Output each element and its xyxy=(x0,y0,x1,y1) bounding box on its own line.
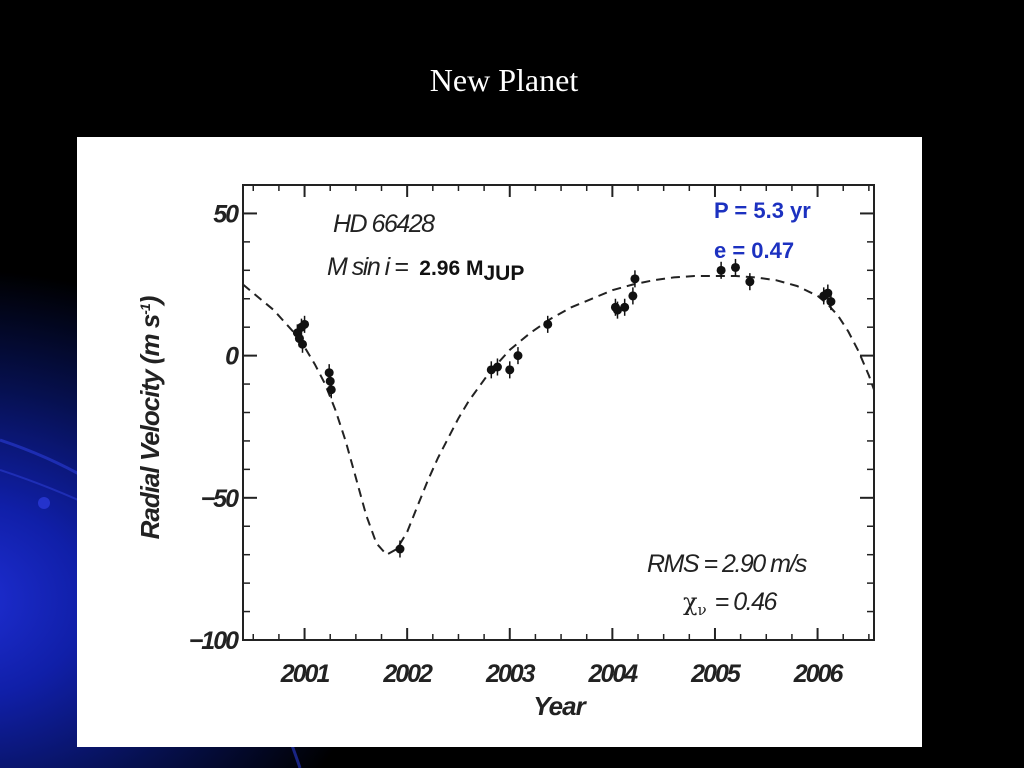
data-point xyxy=(630,274,640,284)
star-name-label: HD 66428 xyxy=(333,210,435,238)
y-tick-label: −50 xyxy=(201,485,240,513)
data-point xyxy=(395,544,405,554)
data-point xyxy=(620,302,630,312)
msini-label: M sin i = 2.96 MJUP xyxy=(327,253,524,285)
data-point xyxy=(505,365,515,375)
data-point xyxy=(492,362,502,372)
chart-panel: 2001 2002 2003 2004 2005 2006 50 0 −50 −100 Year … xyxy=(77,137,922,747)
x-tick-label: 2002 xyxy=(382,660,433,688)
x-tick-label: 2004 xyxy=(588,660,639,688)
x-tick-label: 2001 xyxy=(280,660,330,688)
data-point xyxy=(745,277,755,287)
data-point xyxy=(628,291,638,301)
data-point xyxy=(513,351,523,361)
chi-label: χν = 0.46 xyxy=(683,588,777,619)
data-point xyxy=(326,385,336,395)
y-axis-title: Radial Velocity (m s-1) xyxy=(135,296,165,539)
x-tick-label: 2006 xyxy=(793,660,845,688)
data-point xyxy=(716,265,726,275)
x-tick-label: 2003 xyxy=(485,660,536,688)
data-point xyxy=(826,297,836,307)
y-tick-label: 50 xyxy=(213,200,239,228)
data-point xyxy=(823,288,833,298)
eccentricity-label: e = 0.47 xyxy=(714,238,794,263)
fit-curve xyxy=(242,275,875,556)
data-point xyxy=(300,319,310,329)
rms-label: RMS = 2.90 m/s xyxy=(647,550,807,578)
data-point xyxy=(612,305,622,315)
data-point xyxy=(543,319,553,329)
x-tick-label: 2005 xyxy=(690,660,742,688)
y-tick-label: 0 xyxy=(225,343,239,371)
data-point xyxy=(298,339,308,349)
slide-title: New Planet xyxy=(429,62,579,98)
period-label: P = 5.3 yr xyxy=(714,198,811,223)
data-point xyxy=(324,368,334,378)
data-point xyxy=(730,262,740,272)
data-point xyxy=(325,376,335,386)
x-axis-title: Year xyxy=(533,691,587,721)
y-tick-label: −100 xyxy=(189,627,239,655)
